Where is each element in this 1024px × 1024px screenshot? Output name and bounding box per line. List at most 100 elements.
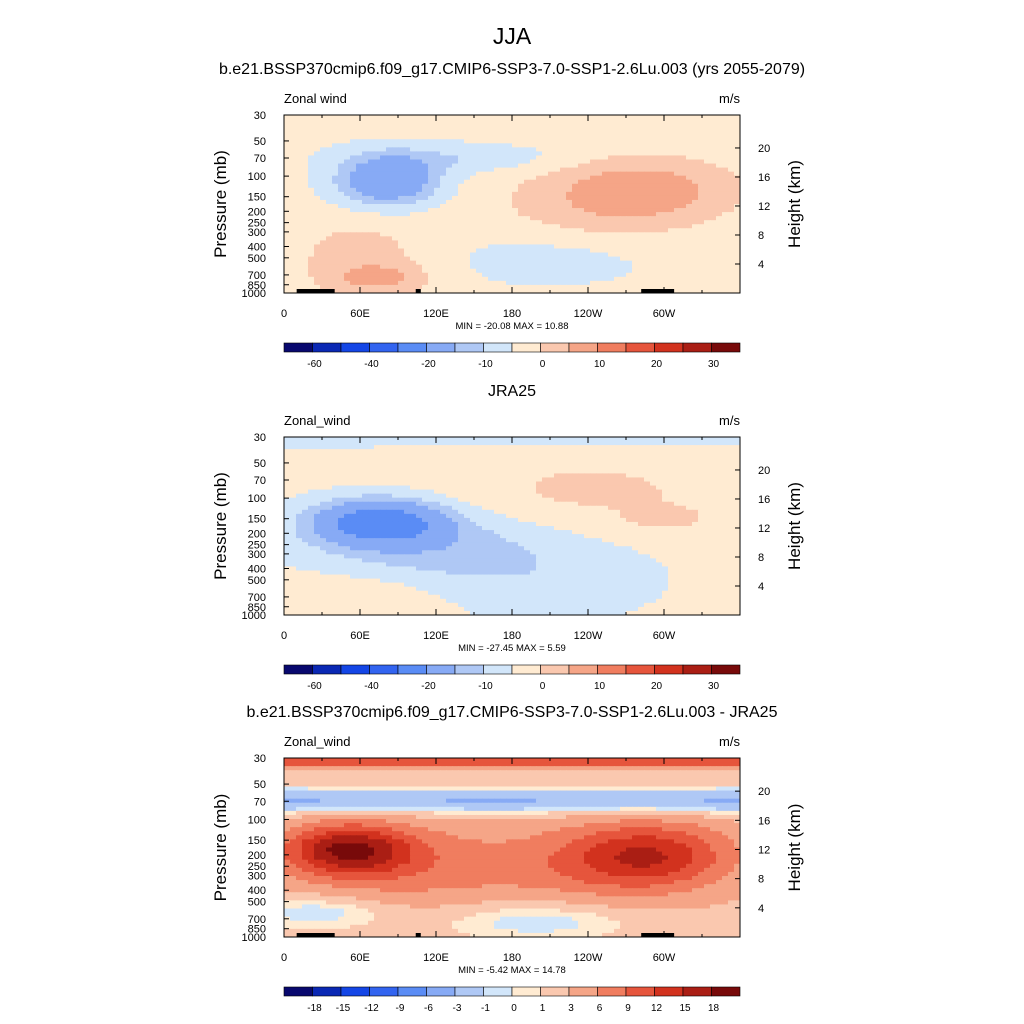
y-tick-label: 400	[248, 885, 266, 897]
colorbar-label: -3	[453, 1003, 462, 1014]
colorbar-swatch	[711, 986, 741, 997]
colorbar-label: 0	[540, 359, 546, 370]
height-tick-label: 20	[758, 465, 770, 477]
x-tick-label: 60E	[350, 952, 370, 964]
colorbar-swatch	[625, 664, 655, 675]
colorbar-label: -20	[421, 359, 436, 370]
colorbar: -60 -40 -20 -10 0 10 20 30	[283, 664, 741, 692]
colorbar-swatch	[597, 986, 627, 997]
y-axis-title: Pressure (mb)	[211, 794, 230, 902]
colorbar-swatch	[511, 342, 541, 353]
y-tick-label: 50	[254, 779, 266, 791]
x-tick-label: 120W	[574, 952, 603, 964]
colorbar-label: -40	[364, 681, 379, 692]
colorbar: -18 -15 -12 -9 -6 -3 -1 0 1 3 6 9 12 15 18	[283, 986, 741, 1014]
colorbar-swatch	[682, 664, 712, 675]
colorbar-label: 6	[597, 1003, 603, 1014]
y-tick-label: 250	[248, 540, 266, 552]
colorbar-swatch	[312, 342, 342, 353]
variable-label: Zonal wind	[284, 91, 347, 106]
y-tick-label: 300	[248, 549, 266, 561]
colorbar-swatch	[397, 986, 427, 997]
colorbar-swatch	[369, 986, 399, 997]
land-block	[641, 933, 675, 937]
y-axis-title-right: Height (km)	[785, 160, 804, 248]
colorbar-label: 30	[708, 681, 720, 692]
y-tick-label: 30	[254, 753, 266, 765]
contour-field	[284, 758, 740, 937]
units-label: m/s	[719, 734, 740, 749]
colorbar-swatch	[540, 664, 570, 675]
colorbar-swatch	[711, 664, 741, 675]
y-tick-label: 70	[254, 153, 266, 165]
colorbar-swatch	[654, 342, 684, 353]
colorbar-label: -20	[421, 681, 436, 692]
y-tick-label: 30	[254, 432, 266, 444]
x-tick-label: 0	[281, 630, 287, 642]
x-tick-label: 180	[503, 308, 521, 320]
colorbar-label: -12	[364, 1003, 379, 1014]
colorbar-swatch	[454, 986, 484, 997]
colorbar-swatch	[483, 986, 513, 997]
y-tick-label: 30	[254, 110, 266, 122]
colorbar-label: 10	[594, 359, 606, 370]
height-tick-label: 16	[758, 172, 770, 184]
colorbar-label: 18	[708, 1003, 720, 1014]
y-tick-label: 400	[248, 241, 266, 253]
colorbar-swatch	[625, 342, 655, 353]
y-tick-label: 50	[254, 136, 266, 148]
y-tick-label: 500	[248, 575, 266, 587]
height-tick-label: 8	[758, 230, 764, 242]
panel-3: b.e21.BSSP370cmip6.f09_g17.CMIP6-SSP3-7.…	[211, 704, 804, 1014]
land-block	[415, 289, 421, 293]
height-tick-label: 12	[758, 523, 770, 535]
y-tick-label: 700	[248, 592, 266, 604]
x-tick-label: 120E	[423, 630, 449, 642]
colorbar-label: -60	[307, 359, 322, 370]
colorbar-swatch	[511, 986, 541, 997]
height-tick-label: 12	[758, 844, 770, 856]
y-tick-label: 850	[248, 602, 266, 614]
land-block	[415, 933, 421, 937]
land-block	[641, 289, 675, 293]
panel-title: b.e21.BSSP370cmip6.f09_g17.CMIP6-SSP3-7.…	[247, 704, 778, 721]
colorbar-swatch	[682, 342, 712, 353]
y-tick-label: 150	[248, 192, 266, 204]
colorbar-swatch	[597, 342, 627, 353]
height-tick-label: 20	[758, 786, 770, 798]
colorbar-label: -40	[364, 359, 379, 370]
y-tick-label: 200	[248, 206, 266, 218]
panel-title: JRA25	[488, 383, 536, 400]
colorbar-swatch	[454, 342, 484, 353]
x-tick-label: 60E	[350, 630, 370, 642]
min-max-readout: MIN = -27.45 MAX = 5.59	[458, 643, 566, 654]
height-tick-label: 16	[758, 815, 770, 827]
colorbar-swatch	[711, 342, 741, 353]
variable-label: Zonal_wind	[284, 734, 351, 749]
colorbar-label: -9	[396, 1003, 405, 1014]
y-tick-label: 400	[248, 563, 266, 575]
variable-label: Zonal_wind	[284, 413, 351, 428]
colorbar-swatch	[426, 664, 456, 675]
min-max-readout: MIN = -5.42 MAX = 14.78	[458, 965, 566, 976]
y-axis-title: Pressure (mb)	[211, 150, 230, 258]
y-tick-label: 1000	[242, 932, 266, 944]
colorbar-label: 10	[594, 681, 606, 692]
y-tick-label: 700	[248, 914, 266, 926]
colorbar-swatch	[540, 342, 570, 353]
colorbar-swatch	[369, 664, 399, 675]
colorbar-label: 9	[625, 1003, 631, 1014]
colorbar-swatch	[568, 986, 598, 997]
colorbar-swatch	[568, 664, 598, 675]
min-max-readout: MIN = -20.08 MAX = 10.88	[455, 321, 568, 332]
colorbar-label: 12	[651, 1003, 663, 1014]
panel-title: b.e21.BSSP370cmip6.f09_g17.CMIP6-SSP3-7.…	[219, 61, 805, 78]
colorbar-swatch	[597, 664, 627, 675]
colorbar-swatch	[454, 664, 484, 675]
colorbar: -60 -40 -20 -10 0 10 20 30	[283, 342, 741, 370]
colorbar-label: -6	[424, 1003, 433, 1014]
height-tick-label: 20	[758, 143, 770, 155]
y-tick-label: 50	[254, 458, 266, 470]
land-block	[296, 933, 335, 937]
contour-field	[284, 115, 740, 293]
